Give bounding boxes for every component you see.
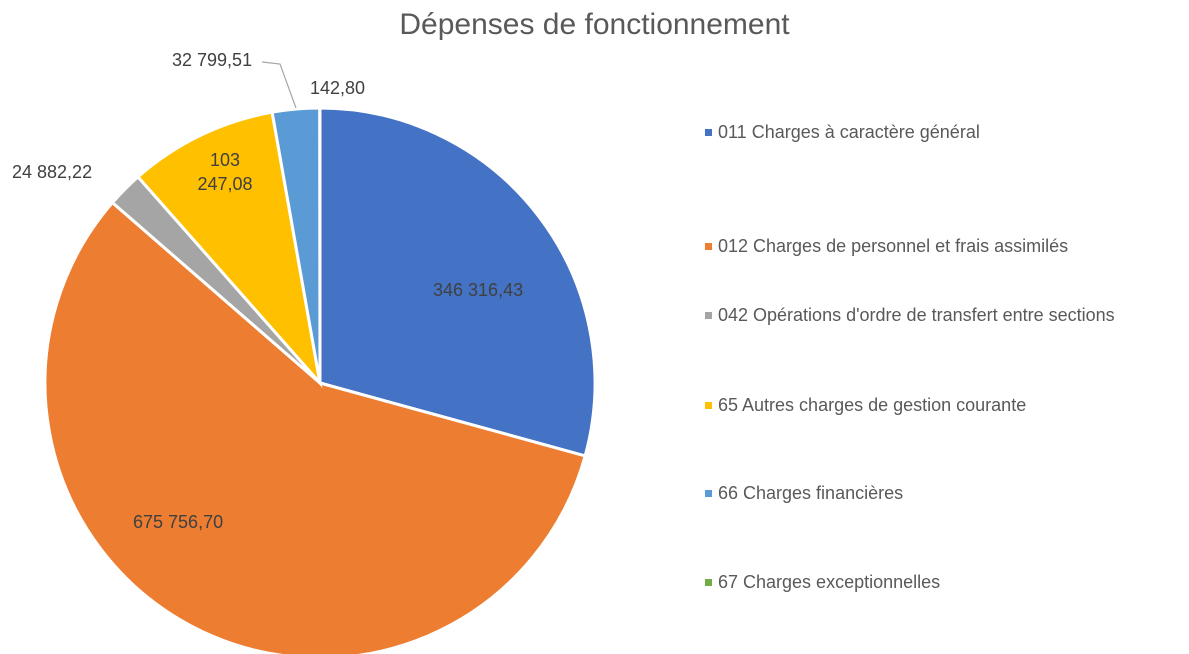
- data-label: 32 799,51: [172, 50, 253, 70]
- legend-marker: [705, 490, 712, 497]
- legend-item: 011 Charges à caractère général: [705, 119, 1188, 145]
- legend-marker: [705, 579, 712, 586]
- legend-label: 67 Charges exceptionnelles: [718, 572, 941, 592]
- legend-marker: [705, 243, 712, 250]
- legend-label: 012 Charges de personnel et frais assimi…: [718, 236, 1069, 256]
- data-label: 24 882,22: [12, 162, 93, 182]
- data-label: 675 756,70: [133, 512, 224, 532]
- leader-line: [261, 61, 297, 109]
- legend-item: 66 Charges financières: [705, 480, 1188, 506]
- data-label: 346 316,43: [433, 280, 524, 300]
- legend-item: 012 Charges de personnel et frais assimi…: [705, 233, 1188, 259]
- legend-item: 042 Opérations d'ordre de transfert entr…: [705, 302, 1188, 328]
- legend-item: 67 Charges exceptionnelles: [705, 569, 1188, 595]
- legend-label: 65 Autres charges de gestion courante: [718, 395, 1027, 415]
- legend-label: 66 Charges financières: [718, 483, 904, 503]
- legend-marker: [705, 312, 712, 319]
- chart-title: Dépenses de fonctionnement: [399, 8, 790, 41]
- data-label: 103 247,08: [197, 150, 253, 194]
- legend-label: 042 Opérations d'ordre de transfert entr…: [718, 305, 1115, 325]
- data-label: 142,80: [310, 78, 366, 98]
- legend-item: 65 Autres charges de gestion courante: [705, 392, 1188, 418]
- pie-slice: [135, 110, 323, 388]
- legend-label: 011 Charges à caractère général: [718, 122, 980, 142]
- legend-marker: [705, 402, 712, 409]
- legend-marker: [705, 129, 712, 136]
- pie-slice: [318, 106, 597, 458]
- pie-slice: [43, 200, 588, 654]
